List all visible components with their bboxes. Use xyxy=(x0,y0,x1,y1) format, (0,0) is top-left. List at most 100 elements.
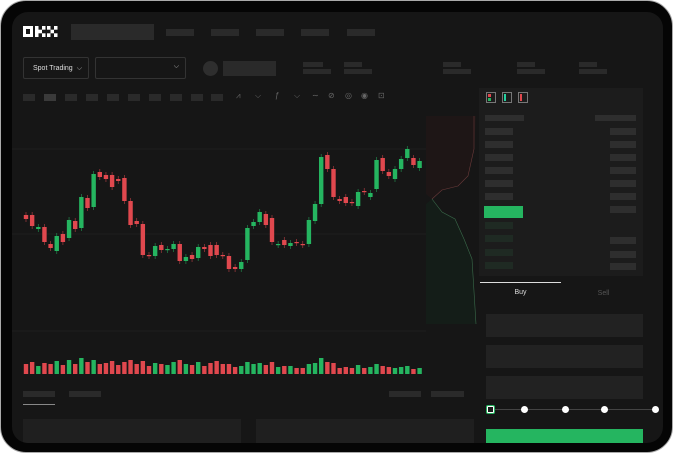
chart-type-icon[interactable]: ⩘ xyxy=(236,91,241,100)
candle xyxy=(405,149,410,158)
candle xyxy=(116,179,121,181)
candle xyxy=(392,169,398,179)
nav-item[interactable] xyxy=(347,29,375,36)
volume-bar xyxy=(23,364,29,374)
volume-bar xyxy=(159,364,164,374)
candle xyxy=(251,222,256,226)
volume-bar xyxy=(29,362,35,374)
volume-bar xyxy=(392,368,398,374)
timeframe-button[interactable] xyxy=(107,94,119,101)
volume-bar xyxy=(36,366,41,374)
search-input[interactable] xyxy=(71,24,154,40)
volume-bar xyxy=(275,367,281,374)
tab-open-orders[interactable] xyxy=(23,391,55,397)
candle xyxy=(245,228,250,260)
slider-handle[interactable] xyxy=(487,406,494,413)
total-input[interactable] xyxy=(486,376,643,399)
pencil-icon[interactable]: ⊘ xyxy=(328,91,335,100)
tab-order-history[interactable] xyxy=(69,391,101,397)
volume-bar xyxy=(380,366,385,374)
candle xyxy=(196,247,201,258)
volume-bar xyxy=(165,365,170,374)
candle xyxy=(109,175,115,187)
candle xyxy=(171,244,176,249)
volume-bar xyxy=(189,365,195,374)
candle xyxy=(319,157,324,204)
filter-button[interactable] xyxy=(431,391,464,397)
volume-bar xyxy=(386,367,392,374)
pair-price xyxy=(223,61,276,76)
candle xyxy=(122,178,127,201)
asks-only-icon[interactable] xyxy=(518,92,528,103)
slider-step[interactable] xyxy=(562,406,569,413)
chevron-down-icon: ⌵ xyxy=(173,63,179,70)
chevron-down-icon[interactable]: ⌵ xyxy=(255,91,262,100)
timeframe-button[interactable] xyxy=(170,94,182,101)
volume-bar xyxy=(128,360,133,374)
candlestick-chart[interactable] xyxy=(12,104,482,374)
slider-step[interactable] xyxy=(521,406,528,413)
timeframe-button[interactable] xyxy=(86,94,98,101)
settings-icon[interactable]: ◉ xyxy=(361,91,368,100)
candle xyxy=(386,172,392,176)
slider-step[interactable] xyxy=(652,406,659,413)
timeframe-button[interactable] xyxy=(44,94,56,101)
slider-step[interactable] xyxy=(601,406,608,413)
timeframe-button[interactable] xyxy=(128,94,140,101)
price-input[interactable] xyxy=(486,314,643,337)
volume-bar xyxy=(337,368,342,374)
timeframe-button[interactable] xyxy=(23,94,35,101)
camera-icon[interactable]: ◎ xyxy=(345,91,352,100)
filter-button[interactable] xyxy=(389,391,421,397)
timeframe-button[interactable] xyxy=(191,94,203,101)
timeframe-button[interactable] xyxy=(211,94,223,101)
candle xyxy=(42,227,47,242)
candle xyxy=(60,234,66,242)
candle xyxy=(165,249,170,251)
volume-bar xyxy=(374,364,379,374)
volume-bar xyxy=(226,364,232,374)
volume-bar xyxy=(134,364,139,374)
nav-item[interactable] xyxy=(301,29,329,36)
candle xyxy=(269,218,275,242)
fullscreen-icon[interactable]: ⊡ xyxy=(378,91,385,100)
candle xyxy=(325,155,330,169)
pair-selector-dropdown[interactable]: ⌵ xyxy=(95,57,186,79)
candle xyxy=(128,201,133,225)
volume-bar xyxy=(355,365,361,374)
volume-bar xyxy=(196,362,201,374)
trading-mode-dropdown[interactable]: Spot Trading ⌵ xyxy=(23,57,89,79)
volume-bar xyxy=(48,364,53,374)
timeframe-button[interactable] xyxy=(65,94,77,101)
amount-input[interactable] xyxy=(486,345,643,368)
timeframe-button[interactable] xyxy=(149,94,161,101)
candle xyxy=(36,227,41,229)
volume-bar xyxy=(109,361,115,374)
coin-icon xyxy=(203,61,218,76)
candle xyxy=(380,158,385,171)
candle xyxy=(146,255,152,257)
indicator-icon[interactable]: ƒ xyxy=(275,91,280,100)
chevron-down-icon[interactable]: ⌵ xyxy=(294,91,301,100)
candle xyxy=(368,193,373,197)
candle xyxy=(239,262,244,269)
candle xyxy=(140,224,146,255)
volume-bar xyxy=(66,360,72,374)
buy-submit-button[interactable] xyxy=(486,429,643,443)
nav-item[interactable] xyxy=(256,29,284,36)
tab-sell[interactable]: Sell xyxy=(597,290,610,297)
candle xyxy=(189,255,195,259)
line-tool-icon[interactable]: ∼ xyxy=(312,91,319,100)
bids-only-icon[interactable] xyxy=(502,92,512,103)
both-sides-icon[interactable] xyxy=(486,92,496,103)
tab-buy[interactable]: Buy xyxy=(514,289,527,296)
volume-bar xyxy=(60,365,66,374)
nav-item[interactable] xyxy=(211,29,239,36)
volume-bar xyxy=(257,363,262,374)
chevron-down-icon: ⌵ xyxy=(76,65,82,72)
candle xyxy=(152,246,158,256)
candle xyxy=(306,220,312,244)
last-price-badge xyxy=(484,206,523,218)
nav-item[interactable] xyxy=(166,29,194,36)
